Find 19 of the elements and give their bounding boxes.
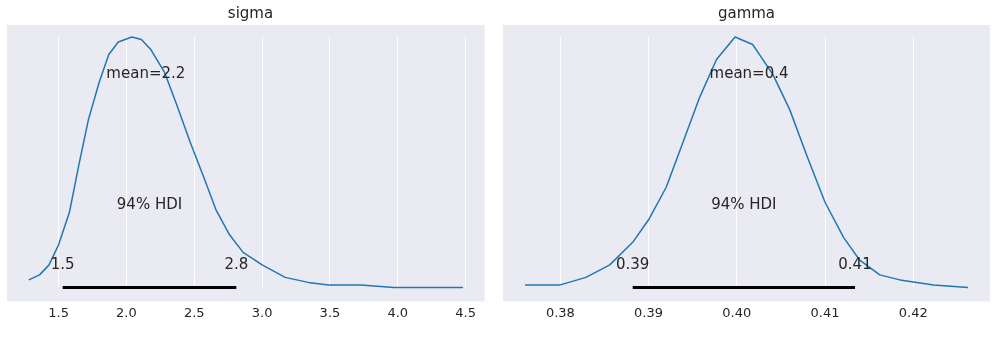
x-tick-label: 0.38 xyxy=(545,304,575,320)
annotation: 2.8 xyxy=(224,255,249,274)
chart-title: gamma xyxy=(716,4,777,22)
x-tick-label: 1.5 xyxy=(48,304,69,320)
chart-title: sigma xyxy=(226,4,275,22)
x-tick-label: 0.41 xyxy=(810,304,840,320)
x-tick-label: 2.0 xyxy=(116,304,137,320)
x-tick-label: 4.0 xyxy=(387,304,409,320)
text: 94% HDI xyxy=(711,194,777,213)
annotation: 0.39 xyxy=(615,255,650,274)
x-tick-label: 0.42 xyxy=(898,304,928,320)
x-tick-label: 0.40 xyxy=(722,304,752,320)
text: 94% HDI xyxy=(116,194,183,213)
annotation: 1.5 xyxy=(50,255,75,274)
x-tick-label: 3.0 xyxy=(251,304,273,320)
x-tick-label: 3.5 xyxy=(319,304,341,320)
x-tick-label: 0.39 xyxy=(634,304,664,320)
x-tick-label: 4.5 xyxy=(455,304,477,320)
x-tick-label: 2.5 xyxy=(183,304,205,320)
